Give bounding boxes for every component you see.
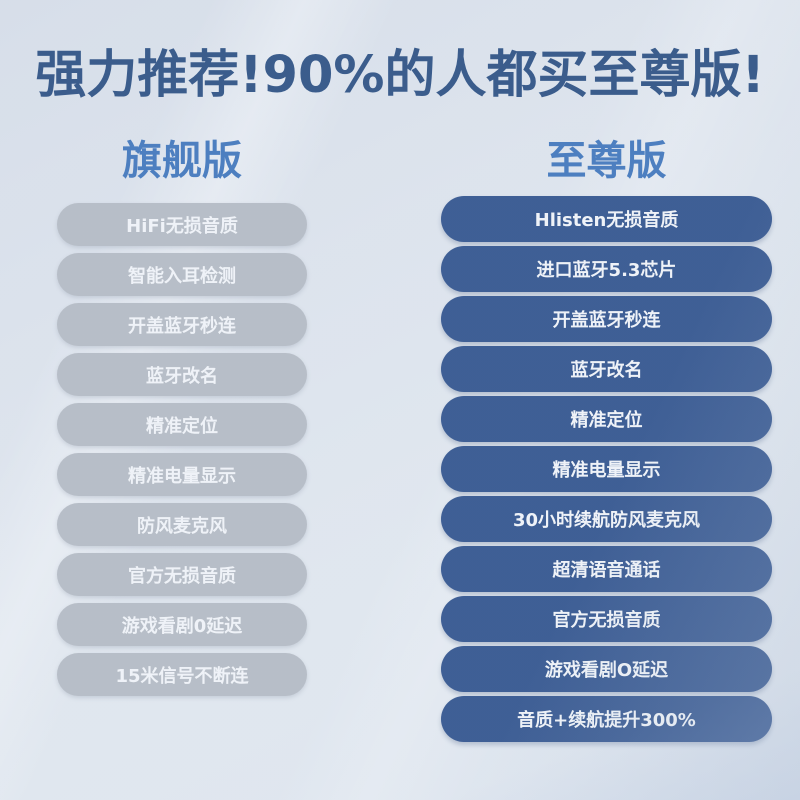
flagship-feature-pill: 游戏看剧0延迟 [57, 603, 307, 646]
supreme-feature-pill: 超清语音通话 [441, 546, 772, 592]
supreme-feature-pill: 进口蓝牙5.3芯片 [441, 246, 772, 292]
supreme-feature-pill: 游戏看剧O延迟 [441, 646, 772, 692]
supreme-feature-pill: 蓝牙改名 [441, 346, 772, 392]
supreme-feature-pill: 30小时续航防风麦克风 [441, 496, 772, 542]
supreme-feature-pill: Hlisten无损音质 [441, 196, 772, 242]
supreme-feature-pill: 官方无损音质 [441, 596, 772, 642]
flagship-feature-pill: 智能入耳检测 [57, 253, 307, 296]
supreme-feature-pill: 开盖蓝牙秒连 [441, 296, 772, 342]
supreme-feature-pill: 音质+续航提升300% [441, 696, 772, 742]
flagship-feature-pill: 官方无损音质 [57, 553, 307, 596]
column-header-flagship: 旗舰版 [122, 138, 242, 184]
supreme-feature-pill: 精准电量显示 [441, 446, 772, 492]
flagship-feature-pill: 精准定位 [57, 403, 307, 446]
column-header-supreme: 至尊版 [546, 138, 667, 184]
flagship-feature-list: HiFi无损音质 智能入耳检测 开盖蓝牙秒连 蓝牙改名精准定位精准电量显示 防风麦克风官… [57, 203, 307, 696]
flagship-feature-pill: 开盖蓝牙秒连 [57, 303, 307, 346]
flagship-feature-pill: 蓝牙改名 [57, 353, 307, 396]
flagship-feature-pill: 防风麦克风 [57, 503, 307, 546]
flagship-feature-pill: 15米信号不断连 [57, 653, 307, 696]
supreme-feature-pill: 精准定位 [441, 396, 772, 442]
flagship-feature-pill: HiFi无损音质 [57, 203, 307, 246]
page-title: 强力推荐!90%的人都买至尊版! [35, 46, 765, 105]
flagship-feature-pill: 精准电量显示 [57, 453, 307, 496]
supreme-feature-list: Hlisten无损音质 进口蓝牙5.3芯片 开盖蓝牙秒连 蓝牙改名 精准定位 精准电量显示… [441, 196, 772, 742]
